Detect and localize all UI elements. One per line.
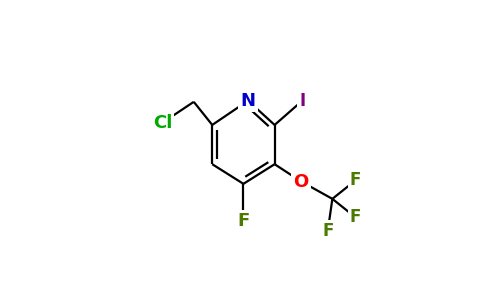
Text: I: I (299, 92, 305, 110)
Text: F: F (350, 171, 361, 189)
Text: O: O (294, 172, 309, 190)
Text: N: N (241, 92, 256, 110)
Text: F: F (322, 222, 333, 240)
Text: F: F (237, 212, 250, 230)
Text: Cl: Cl (153, 114, 172, 132)
Text: F: F (350, 208, 361, 226)
